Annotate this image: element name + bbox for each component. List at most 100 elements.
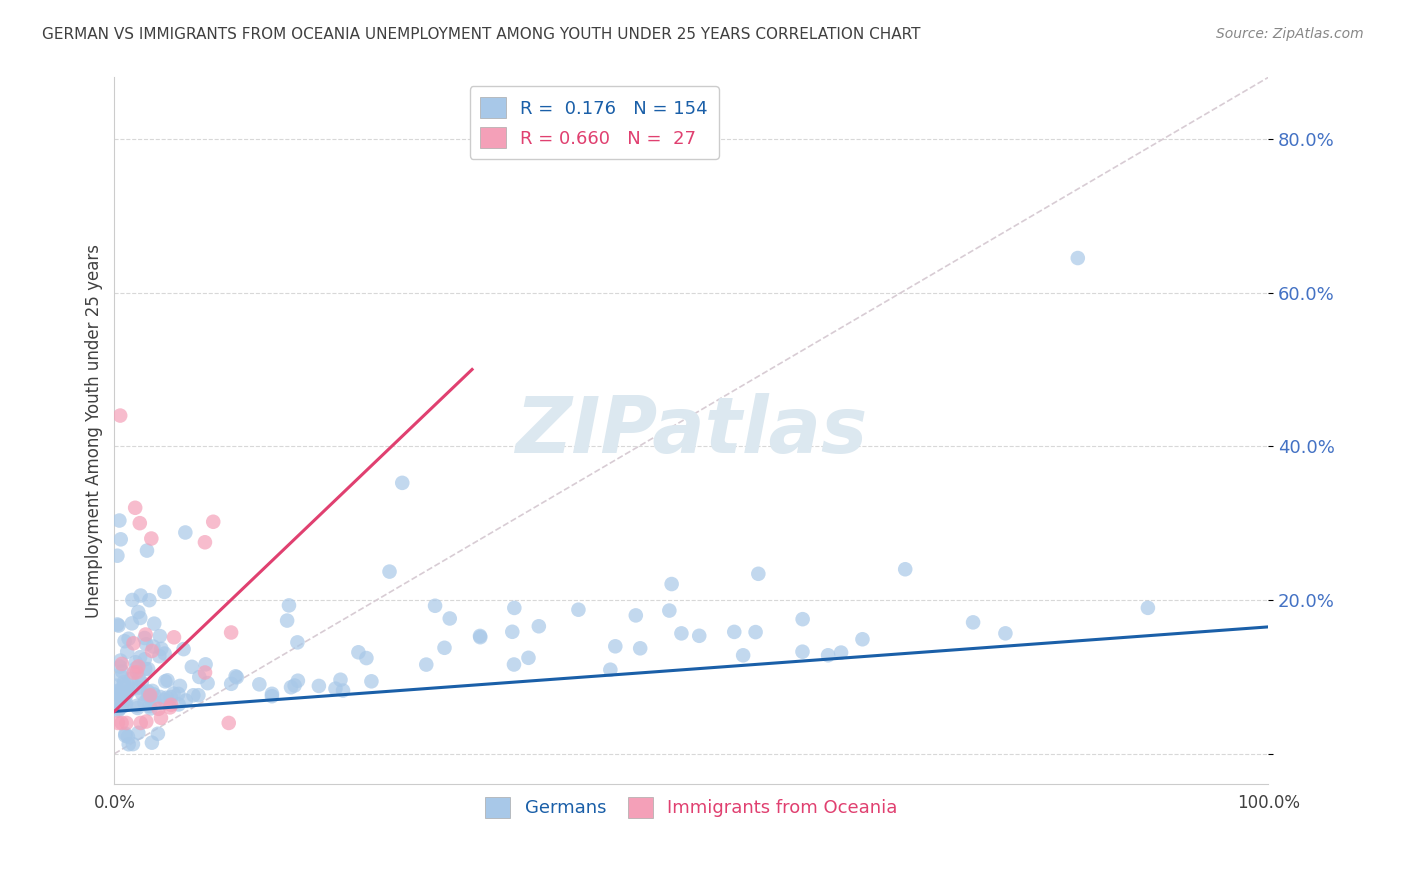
Point — [183, 688, 205, 702]
Point — [225, 670, 247, 684]
Point — [329, 673, 352, 687]
Point — [162, 687, 184, 701]
Point — [141, 644, 163, 658]
Point — [108, 409, 131, 423]
Point — [128, 681, 150, 695]
Point — [423, 599, 446, 613]
Point — [139, 701, 162, 715]
Point — [360, 674, 382, 689]
Point — [723, 624, 745, 639]
Point — [153, 647, 176, 661]
Point — [142, 640, 165, 654]
Point — [287, 635, 309, 649]
Point — [125, 661, 148, 675]
Point — [135, 627, 157, 641]
Point — [111, 665, 134, 679]
Point — [115, 688, 138, 702]
Point — [129, 650, 152, 665]
Point — [187, 688, 209, 702]
Point — [142, 688, 165, 702]
Point — [134, 662, 156, 676]
Point — [527, 619, 550, 633]
Point — [114, 698, 136, 713]
Point — [169, 679, 191, 693]
Point — [138, 699, 160, 714]
Point — [111, 699, 134, 714]
Point — [139, 688, 162, 702]
Point — [391, 475, 413, 490]
Point — [174, 525, 197, 540]
Point — [105, 684, 128, 698]
Point — [134, 652, 156, 666]
Point — [115, 696, 138, 710]
Point — [114, 729, 136, 743]
Point — [688, 629, 710, 643]
Point — [148, 649, 170, 664]
Point — [112, 694, 135, 708]
Point — [280, 680, 302, 694]
Point — [108, 701, 131, 715]
Point — [308, 679, 330, 693]
Point — [127, 701, 149, 715]
Point — [131, 687, 153, 701]
Point — [378, 565, 401, 579]
Point — [146, 727, 169, 741]
Point — [1067, 251, 1090, 265]
Point — [122, 665, 145, 680]
Point — [105, 617, 128, 632]
Point — [278, 599, 301, 613]
Point — [149, 629, 172, 643]
Point — [143, 616, 166, 631]
Point — [125, 665, 148, 680]
Point — [218, 715, 240, 730]
Point — [744, 625, 766, 640]
Point — [197, 676, 219, 690]
Point — [962, 615, 984, 630]
Point — [517, 650, 540, 665]
Point — [247, 677, 270, 691]
Point — [128, 516, 150, 530]
Point — [105, 679, 128, 693]
Point — [153, 693, 176, 707]
Point — [117, 684, 139, 698]
Point — [173, 642, 195, 657]
Point — [219, 677, 242, 691]
Point — [110, 669, 132, 683]
Point — [107, 687, 129, 701]
Point — [188, 670, 211, 684]
Point — [415, 657, 437, 672]
Point — [599, 663, 621, 677]
Point — [658, 603, 681, 617]
Point — [129, 611, 152, 625]
Point — [260, 689, 283, 703]
Y-axis label: Unemployment Among Youth under 25 years: Unemployment Among Youth under 25 years — [86, 244, 103, 618]
Point — [287, 673, 309, 688]
Point — [792, 645, 814, 659]
Point — [325, 681, 347, 696]
Legend: Germans, Immigrants from Oceania: Germans, Immigrants from Oceania — [478, 789, 905, 825]
Point — [110, 693, 132, 707]
Point — [134, 696, 156, 710]
Point — [107, 702, 129, 716]
Point — [439, 611, 461, 625]
Point — [135, 637, 157, 651]
Point — [792, 612, 814, 626]
Point — [124, 655, 146, 669]
Point — [628, 641, 651, 656]
Point — [202, 515, 225, 529]
Point — [112, 678, 135, 692]
Point — [148, 702, 170, 716]
Point — [136, 543, 159, 558]
Point — [118, 737, 141, 751]
Point — [105, 549, 128, 563]
Point — [470, 630, 492, 644]
Point — [155, 674, 177, 689]
Point — [127, 659, 149, 673]
Point — [194, 665, 217, 680]
Point — [112, 675, 135, 690]
Point — [160, 690, 183, 705]
Point — [661, 577, 683, 591]
Point — [624, 608, 647, 623]
Point — [114, 727, 136, 741]
Point — [110, 654, 132, 668]
